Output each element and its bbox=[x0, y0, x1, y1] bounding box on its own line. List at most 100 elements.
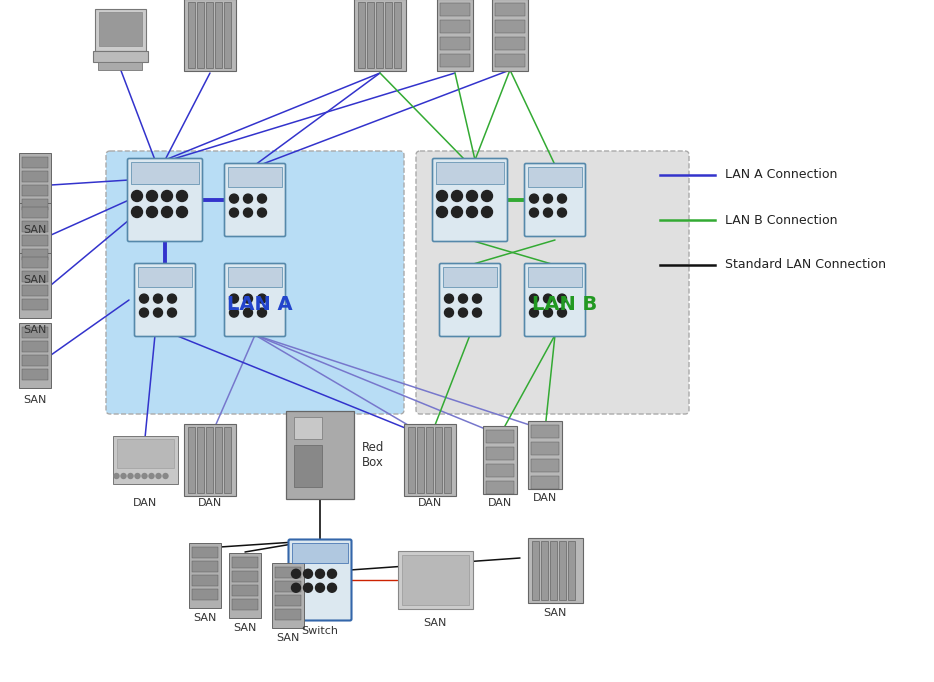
Bar bbox=[192, 546, 218, 557]
Bar bbox=[486, 464, 514, 477]
Bar bbox=[426, 427, 433, 493]
Bar bbox=[22, 198, 48, 209]
Circle shape bbox=[230, 294, 238, 303]
FancyBboxPatch shape bbox=[128, 158, 203, 241]
Bar bbox=[19, 153, 51, 218]
Circle shape bbox=[132, 207, 143, 218]
Bar bbox=[528, 421, 562, 489]
Bar bbox=[376, 2, 383, 68]
Bar bbox=[22, 185, 48, 196]
FancyBboxPatch shape bbox=[106, 151, 404, 414]
Circle shape bbox=[558, 194, 567, 203]
Circle shape bbox=[128, 473, 133, 479]
Bar bbox=[138, 267, 192, 286]
Bar bbox=[112, 436, 177, 484]
FancyBboxPatch shape bbox=[134, 263, 195, 336]
Bar bbox=[206, 427, 213, 493]
Bar bbox=[444, 427, 451, 493]
Text: SAN: SAN bbox=[276, 633, 300, 643]
Bar bbox=[435, 427, 442, 493]
Bar bbox=[232, 584, 258, 595]
Bar bbox=[495, 54, 525, 67]
Bar bbox=[22, 256, 48, 267]
Bar bbox=[541, 541, 547, 599]
Bar bbox=[417, 427, 424, 493]
Bar bbox=[197, 2, 204, 68]
Bar bbox=[22, 368, 48, 379]
Bar bbox=[22, 340, 48, 351]
Bar bbox=[232, 571, 258, 582]
Circle shape bbox=[451, 190, 462, 201]
Text: SAN: SAN bbox=[23, 275, 47, 285]
Text: SAN: SAN bbox=[423, 618, 446, 628]
Circle shape bbox=[482, 190, 492, 201]
Text: LAN B: LAN B bbox=[532, 295, 598, 314]
Bar bbox=[94, 9, 146, 51]
Text: SAN: SAN bbox=[23, 395, 47, 405]
Bar bbox=[358, 2, 365, 68]
Bar bbox=[294, 417, 322, 439]
Bar bbox=[22, 170, 48, 181]
Bar bbox=[440, 54, 470, 67]
Circle shape bbox=[445, 294, 454, 303]
Bar bbox=[232, 599, 258, 610]
Bar bbox=[528, 537, 583, 602]
Text: SAN: SAN bbox=[234, 623, 257, 633]
Bar bbox=[22, 355, 48, 366]
Bar bbox=[224, 2, 231, 68]
Circle shape bbox=[177, 207, 188, 218]
Bar bbox=[188, 2, 195, 68]
Circle shape bbox=[328, 569, 336, 578]
Bar bbox=[495, 37, 525, 50]
Bar bbox=[486, 430, 514, 443]
Bar bbox=[224, 427, 231, 493]
Bar bbox=[228, 267, 282, 286]
Circle shape bbox=[451, 207, 462, 218]
Bar bbox=[22, 299, 48, 310]
Circle shape bbox=[258, 294, 266, 303]
Bar bbox=[486, 481, 514, 494]
Circle shape bbox=[530, 308, 539, 317]
Circle shape bbox=[153, 294, 163, 303]
Bar bbox=[117, 439, 174, 468]
Circle shape bbox=[544, 308, 553, 317]
Bar bbox=[404, 424, 456, 496]
Bar bbox=[294, 445, 322, 487]
Bar bbox=[436, 162, 504, 184]
Text: Red
Box: Red Box bbox=[362, 441, 385, 469]
Circle shape bbox=[466, 190, 477, 201]
Circle shape bbox=[544, 294, 553, 303]
Circle shape bbox=[244, 308, 252, 317]
Bar bbox=[228, 167, 282, 187]
Circle shape bbox=[162, 207, 173, 218]
Bar bbox=[22, 248, 48, 259]
Bar bbox=[22, 207, 48, 218]
Text: LAN A Connection: LAN A Connection bbox=[725, 168, 838, 181]
Bar bbox=[531, 476, 559, 489]
Bar bbox=[528, 267, 582, 286]
Circle shape bbox=[291, 583, 301, 592]
Bar bbox=[19, 252, 51, 318]
Text: DAN: DAN bbox=[488, 498, 512, 508]
Bar bbox=[188, 427, 195, 493]
Text: LAN B Connection: LAN B Connection bbox=[725, 213, 838, 226]
Circle shape bbox=[304, 583, 313, 592]
Bar bbox=[275, 580, 301, 591]
Bar bbox=[189, 542, 221, 608]
Bar bbox=[398, 551, 473, 609]
Circle shape bbox=[167, 294, 177, 303]
Circle shape bbox=[558, 208, 567, 217]
Bar bbox=[495, 20, 525, 33]
Bar bbox=[440, 37, 470, 50]
FancyBboxPatch shape bbox=[224, 164, 286, 237]
Circle shape bbox=[544, 208, 553, 217]
Circle shape bbox=[436, 207, 447, 218]
Bar bbox=[131, 162, 199, 184]
Bar bbox=[402, 555, 469, 605]
Bar bbox=[184, 424, 236, 496]
Bar bbox=[92, 51, 148, 62]
Circle shape bbox=[558, 308, 567, 317]
Circle shape bbox=[473, 308, 482, 317]
Bar bbox=[22, 235, 48, 246]
Bar bbox=[549, 541, 557, 599]
